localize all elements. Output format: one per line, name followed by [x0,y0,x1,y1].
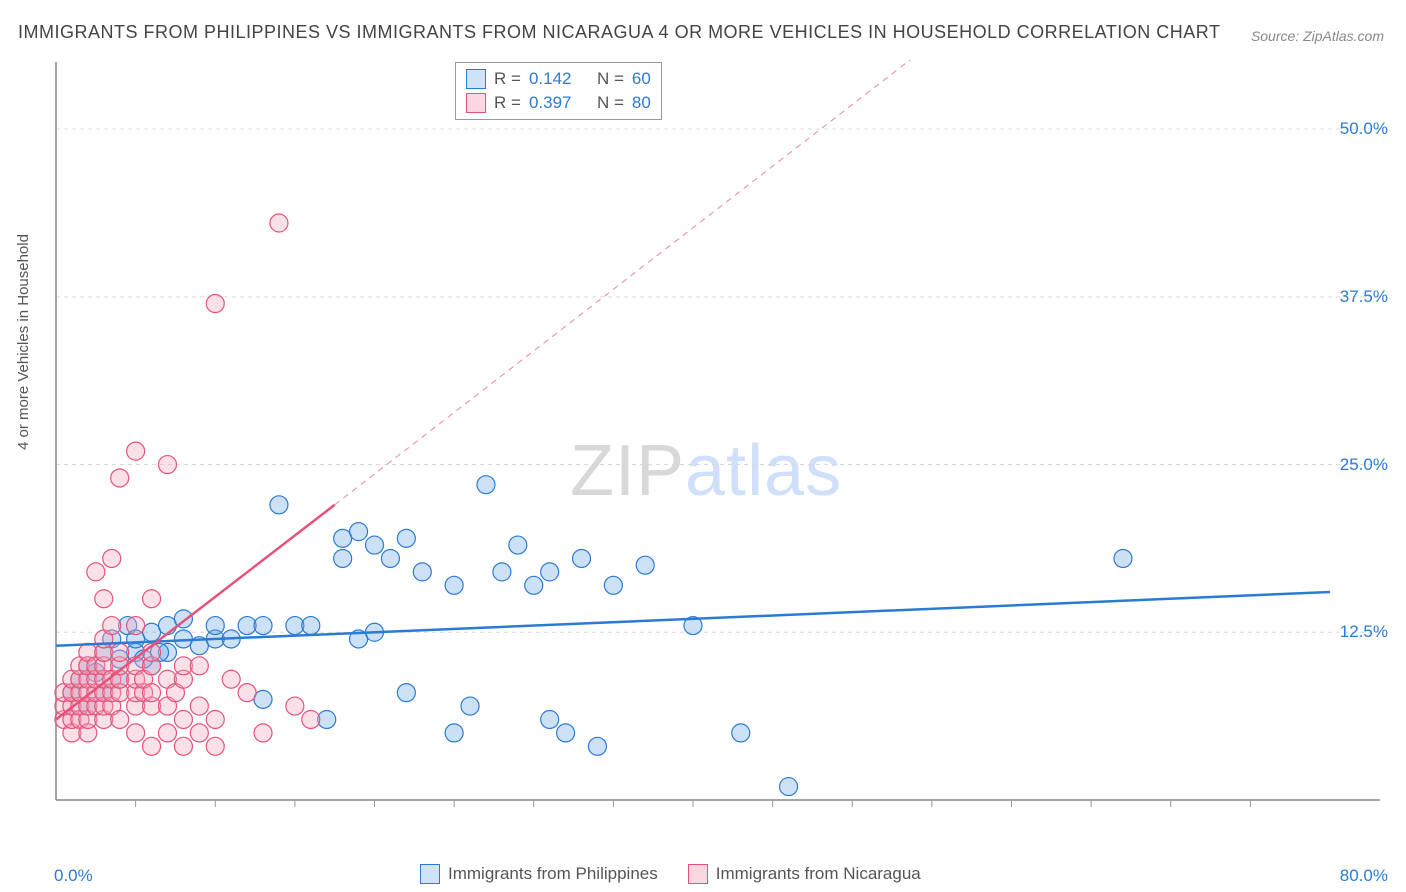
x-axis-max: 80.0% [1340,866,1388,886]
legend-swatch-philippines [420,864,440,884]
legend-r-value: 0.142 [529,69,572,89]
legend-label: Immigrants from Nicaragua [716,864,921,884]
chart-area [50,60,1390,830]
legend-key: N = [597,93,624,113]
chart-title: IMMIGRANTS FROM PHILIPPINES VS IMMIGRANT… [18,22,1220,43]
legend-key: R = [494,69,521,89]
legend-n-value: 80 [632,93,651,113]
legend-row: R = 0.142 N = 60 [466,67,651,91]
y-tick-label: 25.0% [1340,455,1388,475]
legend-row: R = 0.397 N = 80 [466,91,651,115]
legend-key: R = [494,93,521,113]
legend-bottom: Immigrants from Philippines Immigrants f… [420,864,921,884]
legend-swatch-philippines [466,69,486,89]
legend-item: Immigrants from Nicaragua [688,864,921,884]
y-tick-label: 50.0% [1340,119,1388,139]
legend-swatch-nicaragua [466,93,486,113]
legend-item: Immigrants from Philippines [420,864,658,884]
legend-label: Immigrants from Philippines [448,864,658,884]
y-tick-label: 12.5% [1340,622,1388,642]
legend-top: R = 0.142 N = 60 R = 0.397 N = 80 [455,62,662,120]
y-tick-label: 37.5% [1340,287,1388,307]
y-axis-label: 4 or more Vehicles in Household [15,234,32,450]
x-axis-origin: 0.0% [54,866,93,886]
legend-key: N = [597,69,624,89]
legend-n-value: 60 [632,69,651,89]
scatter-plot [50,60,1390,830]
legend-r-value: 0.397 [529,93,572,113]
source-label: Source: ZipAtlas.com [1251,28,1384,44]
legend-swatch-nicaragua [688,864,708,884]
